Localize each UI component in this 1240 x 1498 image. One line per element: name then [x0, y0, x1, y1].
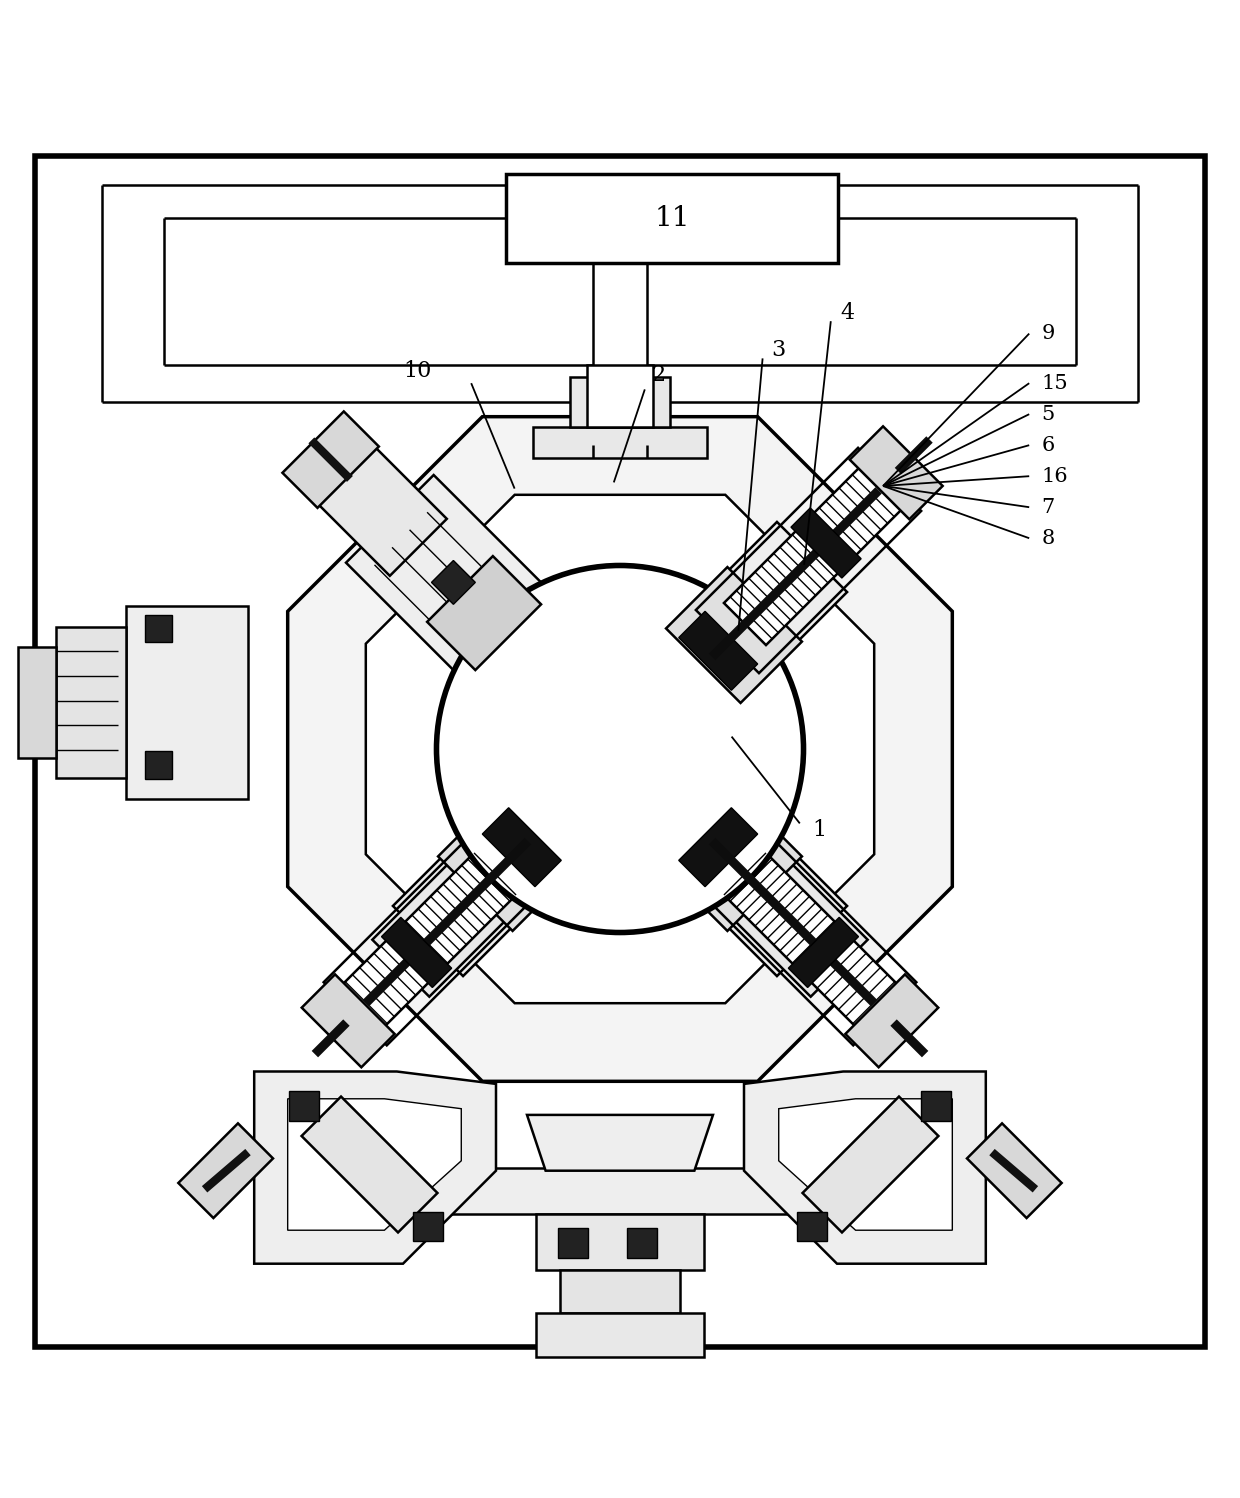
- Polygon shape: [482, 807, 562, 887]
- Polygon shape: [438, 795, 574, 930]
- Text: 4: 4: [841, 301, 854, 324]
- Polygon shape: [967, 1124, 1061, 1218]
- Text: 10: 10: [403, 360, 432, 382]
- Polygon shape: [806, 461, 908, 563]
- Polygon shape: [570, 377, 670, 427]
- Text: 3: 3: [771, 339, 785, 361]
- Polygon shape: [427, 556, 541, 670]
- Circle shape: [436, 565, 804, 933]
- Polygon shape: [179, 1124, 273, 1218]
- Polygon shape: [789, 917, 858, 987]
- Polygon shape: [849, 427, 942, 520]
- Polygon shape: [288, 416, 952, 1082]
- Polygon shape: [699, 521, 847, 670]
- Polygon shape: [339, 932, 438, 1031]
- Bar: [797, 1212, 827, 1242]
- Polygon shape: [382, 917, 451, 987]
- Polygon shape: [724, 529, 841, 646]
- Bar: [558, 1228, 588, 1257]
- Polygon shape: [285, 1168, 955, 1213]
- Polygon shape: [699, 828, 847, 977]
- Polygon shape: [666, 568, 802, 703]
- Polygon shape: [779, 1098, 952, 1230]
- Polygon shape: [744, 1071, 986, 1264]
- Text: 9: 9: [1042, 324, 1055, 343]
- Polygon shape: [372, 852, 517, 996]
- Polygon shape: [399, 852, 516, 969]
- Bar: [506, 174, 838, 264]
- Bar: [627, 1228, 657, 1257]
- Polygon shape: [303, 431, 446, 575]
- Bar: [289, 1092, 319, 1121]
- Polygon shape: [678, 807, 758, 887]
- Text: 6: 6: [1042, 436, 1055, 455]
- Polygon shape: [366, 494, 874, 1004]
- Bar: [921, 1092, 951, 1121]
- Polygon shape: [56, 628, 126, 777]
- Polygon shape: [393, 828, 541, 977]
- Polygon shape: [536, 1314, 704, 1357]
- Polygon shape: [536, 1213, 704, 1270]
- Polygon shape: [666, 795, 802, 930]
- Text: 1: 1: [812, 818, 826, 840]
- Polygon shape: [723, 852, 868, 996]
- Bar: [413, 1212, 443, 1242]
- Polygon shape: [802, 932, 901, 1031]
- Text: 15: 15: [1042, 373, 1068, 392]
- Polygon shape: [533, 427, 707, 457]
- Polygon shape: [19, 647, 56, 758]
- Polygon shape: [301, 1097, 438, 1233]
- Polygon shape: [283, 412, 379, 508]
- Polygon shape: [301, 974, 394, 1067]
- Polygon shape: [560, 1270, 680, 1314]
- Bar: [145, 752, 172, 779]
- Polygon shape: [432, 560, 475, 604]
- Polygon shape: [346, 475, 552, 682]
- Text: 8: 8: [1042, 529, 1055, 548]
- Polygon shape: [678, 611, 758, 691]
- Polygon shape: [587, 364, 653, 427]
- Polygon shape: [126, 607, 248, 798]
- Polygon shape: [288, 1098, 461, 1230]
- Text: 11: 11: [655, 205, 689, 232]
- Polygon shape: [527, 1115, 713, 1171]
- Polygon shape: [846, 974, 939, 1067]
- Bar: [145, 616, 172, 643]
- Polygon shape: [791, 508, 861, 578]
- Polygon shape: [802, 1097, 939, 1233]
- Polygon shape: [254, 1071, 496, 1264]
- Text: 5: 5: [1042, 404, 1055, 424]
- Polygon shape: [724, 852, 841, 969]
- Text: 2: 2: [651, 364, 665, 385]
- Text: 7: 7: [1042, 497, 1055, 517]
- Text: 16: 16: [1042, 467, 1068, 485]
